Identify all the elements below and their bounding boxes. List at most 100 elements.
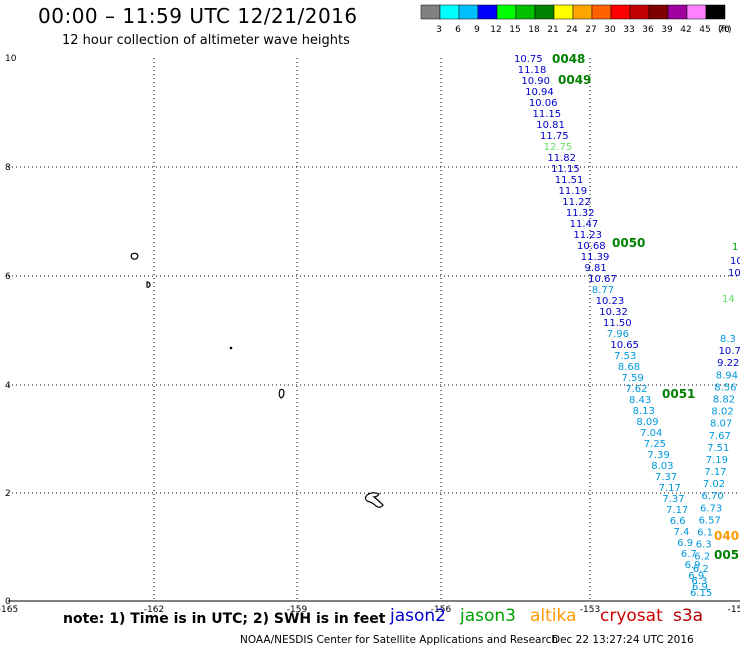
swh-label: 6.3 [691, 576, 707, 587]
scale-label: 70 [718, 25, 730, 35]
scale-label: 21 [547, 25, 558, 35]
swh-label: 14 [722, 294, 735, 305]
swh-label: 10.75 [719, 346, 740, 357]
scale-label: 30 [604, 25, 616, 35]
swh-label: 6.1 [697, 528, 713, 539]
scale-label: 36 [642, 25, 654, 35]
scale-label: 9 [474, 25, 480, 35]
swh-label: 8.03 [651, 461, 673, 472]
swh-label: 7.96 [607, 329, 629, 340]
pass-time-label: 0050 [612, 236, 645, 250]
swh-label: 10.68 [577, 241, 606, 252]
swh-label: 11.51 [555, 175, 584, 186]
swh-label: 10.23 [596, 296, 625, 307]
swh-label: 11.15 [551, 164, 580, 175]
legend-jason2: jason2 [390, 606, 446, 626]
swh-label: 10 [728, 268, 740, 279]
swh-label: 7.59 [622, 373, 644, 384]
island-outline [364, 492, 384, 508]
swh-label: 1 [732, 242, 738, 253]
legend-altika: altika [530, 606, 577, 626]
swh-label: 6.2 [694, 552, 710, 563]
swh-label: 11.18 [518, 65, 547, 76]
swh-label: 8.02 [711, 407, 733, 418]
island-outline [278, 388, 285, 399]
scale-swatch [705, 4, 726, 20]
swh-label: 10 [730, 256, 740, 267]
island-outline [146, 281, 151, 288]
swh-label: 10.06 [529, 98, 558, 109]
swh-label: 6.7 [681, 549, 697, 560]
island-dot [229, 346, 233, 350]
swh-label: 6.73 [700, 503, 722, 514]
scale-label: 18 [528, 25, 540, 35]
map-subtitle: 12 hour collection of altimeter wave hei… [62, 33, 350, 48]
swh-label: 6.9 [677, 538, 693, 549]
y-tick-label: 6 [5, 272, 11, 282]
swh-label: 8.68 [618, 362, 640, 373]
swh-label: 7.04 [640, 428, 662, 439]
footer-credit: NOAA/NESDIS Center for Satellite Applica… [240, 634, 558, 646]
swh-label: 10.32 [599, 307, 628, 318]
swh-label: 7.19 [706, 455, 728, 466]
swh-label: 6.2 [693, 564, 709, 575]
pass-time-label: 0051 [662, 387, 695, 401]
swh-label: 11.19 [559, 186, 588, 197]
swh-label: 6.15 [690, 588, 712, 599]
swh-label: 7.17 [659, 483, 681, 494]
swh-label: 6.70 [701, 491, 723, 502]
scale-label: 15 [509, 25, 520, 35]
legend-s3a: s3a [673, 606, 704, 626]
color-scale-legend: 3 6 9 12 15 18 21 24 27 30 33 36 39 42 45 70(ft) [420, 4, 732, 35]
y-tick-label: 8 [5, 163, 11, 173]
pass-time-label: 005 [714, 548, 739, 562]
y-tick-label: 4 [5, 381, 11, 391]
x-tick-label: -162 [144, 605, 164, 615]
swh-label: 7.39 [648, 450, 670, 461]
swh-label: 10.65 [610, 340, 639, 351]
swh-label: 8.77 [592, 285, 614, 296]
swh-label: 6.9 [688, 571, 704, 582]
swh-label: 12.75 [544, 142, 573, 153]
swh-label: 6.6 [670, 516, 686, 527]
y-tick-label: 2 [5, 489, 11, 499]
scale-label: 27 [585, 25, 596, 35]
swh-label: 7.02 [703, 479, 725, 490]
legend-jason3: jason3 [460, 606, 516, 626]
swh-label: 11.50 [603, 318, 632, 329]
swh-label: 11.75 [540, 131, 569, 142]
swh-label: 11.23 [573, 230, 602, 241]
swh-label: 7.37 [655, 472, 677, 483]
x-tick-label: -153 [580, 605, 600, 615]
swh-label: 10.75 [514, 54, 543, 65]
swh-label: 10.94 [525, 87, 554, 98]
scale-label: 33 [623, 25, 634, 35]
swh-label: 9.22 [717, 358, 739, 369]
scale-unit: (ft) [718, 25, 732, 35]
pass-time-label: 0048 [552, 52, 585, 66]
scale-label: 3 [436, 25, 442, 35]
scale-label: 45 [699, 25, 710, 35]
swh-label: 7.53 [614, 351, 636, 362]
units-note: note: 1) Time is in UTC; 2) SWH is in fe… [63, 611, 386, 627]
swh-label: 7.4 [673, 527, 689, 538]
pass-time-label: 040 [714, 529, 739, 543]
swh-label: 7.25 [644, 439, 666, 450]
swh-label: 11.32 [566, 208, 595, 219]
legend-cryosat: cryosat [600, 606, 663, 626]
swh-label: 8.3 [720, 334, 736, 345]
swh-label: 7.67 [709, 431, 731, 442]
scale-label: 6 [455, 25, 461, 35]
scale-label: 24 [566, 25, 578, 35]
swh-label: 8.94 [716, 370, 738, 381]
scale-label: 12 [490, 25, 501, 35]
swh-label: 8.09 [636, 417, 658, 428]
swh-label: 7.62 [625, 384, 647, 395]
x-tick-label: -165 [0, 605, 18, 615]
swh-label: 10.90 [521, 76, 550, 87]
x-tick-label: -15 [728, 605, 740, 615]
swh-label: 7.37 [662, 494, 684, 505]
swh-label: 7.17 [704, 467, 726, 478]
swh-label: 6.9 [685, 560, 701, 571]
